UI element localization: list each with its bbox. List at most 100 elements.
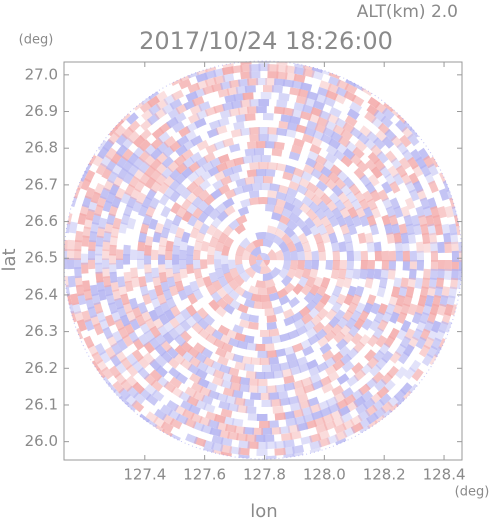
echo-cell: [357, 409, 371, 422]
echo-cell: [233, 274, 245, 287]
echo-cell: [394, 343, 407, 357]
echo-cell: [164, 259, 173, 270]
echo-cell: [238, 440, 250, 449]
echo-cell: [283, 315, 296, 327]
echo-cell: [240, 64, 252, 73]
echo-cell: [384, 128, 397, 142]
echo-cell: [339, 260, 348, 271]
echo-cell: [101, 366, 114, 380]
echo-cell: [253, 175, 264, 184]
echo-cell: [142, 293, 152, 305]
echo-cell: [372, 137, 386, 150]
echo-cell: [409, 359, 422, 373]
echo-cell: [224, 424, 237, 433]
altitude-label: ALT(km) 2.0: [357, 2, 458, 22]
echo-cell: [436, 268, 445, 281]
echo-cell: [107, 171, 119, 184]
echo-cell: [407, 232, 417, 244]
echo-cell: [356, 160, 369, 173]
echo-cell: [249, 127, 260, 135]
echo-cell: [252, 238, 264, 248]
echo-cell: [245, 342, 257, 351]
echo-cell: [208, 299, 220, 312]
echo-cell: [291, 108, 304, 119]
echo-cell: [307, 334, 320, 346]
echo-cell: [227, 337, 240, 348]
echo-cell: [245, 370, 257, 379]
echo-cell: [300, 283, 312, 296]
echo-cell: [395, 119, 408, 133]
echo-cell: [102, 326, 114, 340]
echo-cell: [360, 260, 369, 271]
echo-cell: [174, 183, 187, 196]
echo-cell: [370, 166, 383, 179]
echo-cell: [422, 205, 433, 219]
echo-cell: [258, 99, 270, 107]
echo-cell: [285, 352, 298, 363]
echo-cell: [373, 158, 386, 172]
echo-cell: [239, 237, 251, 249]
echo-cell: [408, 268, 417, 280]
echo-cell: [84, 162, 92, 174]
echo-cell: [259, 252, 267, 260]
echo-cell: [351, 215, 362, 227]
echo-cell: [84, 169, 96, 183]
echo-cell: [222, 293, 234, 305]
echo-cell: [290, 174, 303, 185]
echo-cell: [113, 389, 123, 400]
echo-cell: [385, 150, 398, 164]
echo-cell: [76, 319, 88, 332]
echo-cell: [320, 232, 331, 244]
echo-cell: [248, 253, 257, 267]
echo-cell: [291, 342, 304, 353]
echo-cell: [220, 437, 233, 447]
echo-cell: [283, 446, 295, 455]
echo-cell: [434, 286, 443, 299]
echo-cell: [314, 300, 326, 313]
echo-cell: [213, 414, 226, 424]
echo-cell: [267, 64, 279, 72]
echo-cell: [337, 268, 347, 280]
echo-cell: [311, 380, 324, 391]
echo-cell: [120, 293, 130, 306]
echo-cell: [320, 277, 331, 289]
echo-cell: [67, 239, 75, 252]
echo-cell: [192, 259, 201, 270]
echo-cell: [458, 241, 462, 253]
echo-cell: [73, 249, 82, 260]
echo-cell: [300, 111, 313, 121]
echo-cell: [287, 359, 300, 369]
echo-cell: [295, 124, 308, 134]
echo-cell: [284, 72, 297, 81]
echo-cell: [279, 361, 291, 371]
echo-cell: [345, 191, 358, 204]
echo-cell: [256, 105, 267, 114]
echo-cell: [458, 268, 462, 281]
echo-cell: [232, 353, 244, 363]
echo-cell: [269, 183, 281, 192]
echo-cell: [148, 103, 162, 116]
echo-cell: [206, 224, 217, 236]
echo-cell: [311, 70, 324, 81]
echo-cell: [213, 250, 222, 260]
echo-cell: [274, 106, 286, 115]
echo-cell: [267, 71, 279, 79]
echo-cell: [204, 77, 217, 87]
echo-cell: [316, 116, 330, 128]
echo-cell: [256, 77, 268, 86]
echo-cell: [335, 338, 348, 351]
echo-cell: [87, 249, 96, 260]
echo-cell: [366, 268, 375, 280]
echo-cell: [295, 325, 308, 336]
echo-cell: [198, 101, 211, 112]
echo-cell: [445, 321, 452, 333]
echo-cell: [265, 455, 277, 459]
echo-cell: [282, 107, 295, 117]
echo-cell: [250, 246, 262, 257]
echo-cell: [82, 280, 91, 292]
echo-cell: [148, 91, 159, 100]
echo-cell: [272, 370, 284, 379]
echo-cell: [212, 179, 225, 191]
echo-cell: [160, 421, 174, 433]
echo-cell: [309, 403, 322, 414]
